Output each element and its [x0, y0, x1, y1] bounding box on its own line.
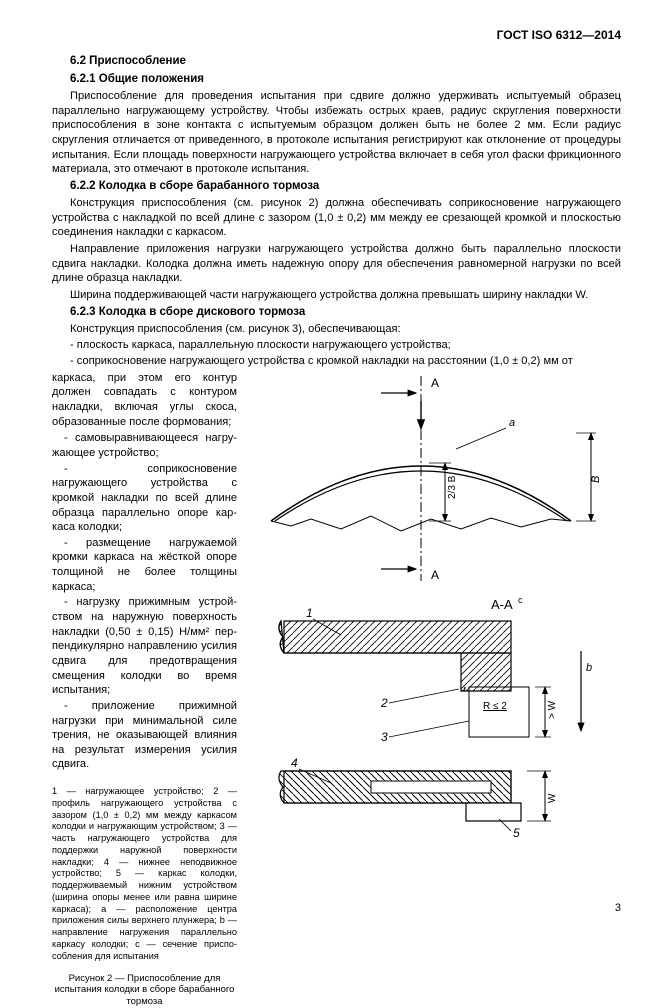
heading-6-2-3: 6.2.3 Колодка в сборе дискового тормоза	[70, 305, 621, 320]
figure-legend: 1 — нагружающее устройство; 2 — профиль …	[52, 786, 237, 962]
figure-area: A A a B 2/3 B	[251, 371, 621, 1008]
col-c1: каркаса, при этом его контур должен со­в…	[52, 371, 237, 430]
col-c3: - соприкосновение нагружающего устройств…	[52, 462, 237, 535]
figure-2-top: A A a B 2/3 B	[251, 371, 606, 591]
bullet-1: - плоскость каркаса, параллельную плоско…	[70, 338, 621, 353]
figure-caption: Рисунок 2 — Приспособление для испыта­ни…	[52, 973, 237, 1008]
col-c4: - размещение нагружаемой кром­ки каркаса…	[52, 536, 237, 595]
label-3: 3	[381, 730, 388, 744]
label-1: 1	[306, 606, 313, 620]
para-622c: Ширина поддерживающей части нагружающего…	[52, 288, 621, 303]
col-c6: - приложение прижимной нагрузки при мини…	[52, 699, 237, 772]
figure-2-section: A-A c 1 2 3 R ≤ 2	[251, 591, 606, 851]
label-2: 2	[380, 696, 388, 710]
left-column: каркаса, при этом его контур должен со­в…	[52, 371, 237, 1008]
label-23B: 2/3 B	[447, 475, 458, 499]
heading-6-2: 6.2 Приспособление	[70, 54, 621, 69]
para-623a: Конструкция приспособления (см. рисунок …	[52, 322, 621, 337]
label-Wonly: W	[547, 793, 558, 803]
label-5: 5	[513, 826, 520, 840]
label-4: 4	[291, 756, 298, 770]
heading-6-2-1: 6.2.1 Общие положения	[70, 72, 621, 87]
doc-id: ГОСТ ISO 6312—2014	[52, 28, 621, 44]
bullet-2: - соприкосновение нагружающего устройств…	[70, 354, 621, 369]
label-b: b	[586, 662, 592, 674]
label-R: R ≤ 2	[483, 701, 507, 712]
label-a: a	[509, 417, 515, 429]
heading-6-2-2: 6.2.2 Колодка в сборе барабанного тормоз…	[70, 179, 621, 194]
label-AA: A-A	[491, 597, 513, 612]
label-B: B	[590, 475, 602, 482]
page-number: 3	[615, 901, 621, 916]
para-622a: Конструкция приспособления (см. рисунок …	[52, 196, 621, 240]
col-c5: - нагрузку прижимным устрой­ством на нар…	[52, 595, 237, 697]
label-W: > W	[547, 700, 558, 719]
label-A-top: A	[431, 376, 439, 390]
label-A-bot: A	[431, 568, 439, 582]
label-c: c	[518, 595, 523, 605]
para-622b: Направление приложения нагрузки нагружаю…	[52, 242, 621, 286]
col-c2: - самовыравнивающееся нагру­жающее устро…	[52, 431, 237, 460]
para-621: Приспособление для проведения испытания …	[52, 89, 621, 177]
